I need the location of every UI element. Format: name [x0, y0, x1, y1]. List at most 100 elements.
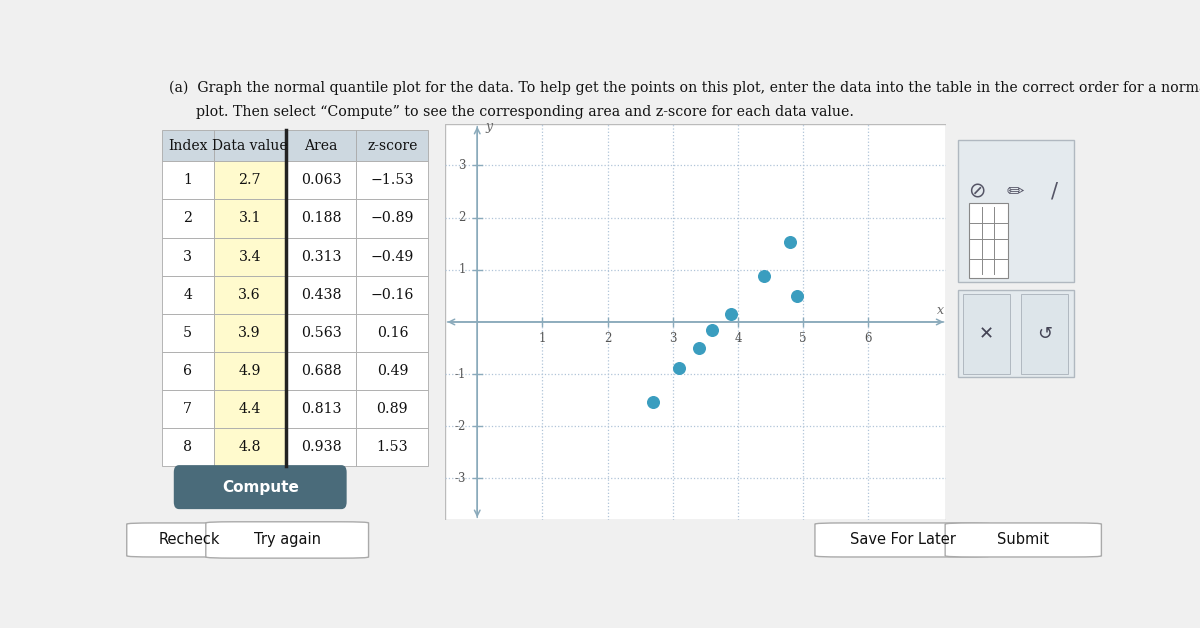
Text: ✏: ✏: [1007, 181, 1025, 201]
Bar: [162, 390, 214, 428]
Text: 5: 5: [799, 332, 806, 345]
Text: 0.438: 0.438: [301, 288, 341, 301]
Text: 0.49: 0.49: [377, 364, 408, 378]
Bar: [356, 352, 428, 390]
Text: -3: -3: [454, 472, 466, 485]
Text: 5: 5: [184, 326, 192, 340]
Bar: [356, 161, 428, 200]
Text: Try again: Try again: [253, 533, 320, 548]
Text: ⊘: ⊘: [968, 181, 985, 201]
Bar: [162, 200, 214, 237]
FancyBboxPatch shape: [815, 523, 991, 557]
Text: 7: 7: [184, 402, 192, 416]
Text: −1.53: −1.53: [371, 173, 414, 187]
FancyBboxPatch shape: [174, 465, 347, 509]
Text: 0.063: 0.063: [301, 173, 341, 187]
Point: [702, 325, 721, 335]
Bar: [958, 290, 1074, 377]
Text: 0.313: 0.313: [301, 249, 341, 264]
FancyBboxPatch shape: [206, 522, 368, 558]
Point: [755, 271, 774, 281]
Bar: [214, 276, 286, 313]
Text: 1: 1: [184, 173, 192, 187]
Bar: [958, 139, 1074, 283]
Text: -2: -2: [454, 420, 466, 433]
Text: 8: 8: [184, 440, 192, 454]
Text: −0.89: −0.89: [371, 212, 414, 225]
Bar: [214, 428, 286, 466]
Text: Data value: Data value: [212, 139, 288, 153]
Bar: [286, 200, 356, 237]
Text: 0.16: 0.16: [377, 326, 408, 340]
Bar: [286, 129, 356, 161]
Text: ↺: ↺: [1037, 325, 1052, 343]
Text: 6: 6: [184, 364, 192, 378]
Text: 0.688: 0.688: [301, 364, 341, 378]
Bar: [356, 313, 428, 352]
Text: -1: -1: [454, 367, 466, 381]
Text: 0.89: 0.89: [377, 402, 408, 416]
Text: 3: 3: [458, 159, 466, 172]
Bar: [286, 237, 356, 276]
Text: 3: 3: [670, 332, 677, 345]
Text: Save For Later: Save For Later: [851, 533, 956, 548]
Point: [780, 237, 799, 247]
Bar: [162, 237, 214, 276]
Text: 3.1: 3.1: [239, 212, 260, 225]
Text: Index: Index: [168, 139, 208, 153]
Point: [689, 342, 708, 352]
Text: 0.813: 0.813: [301, 402, 341, 416]
FancyBboxPatch shape: [946, 523, 1102, 557]
Point: [787, 291, 806, 301]
Point: [670, 364, 689, 374]
Text: 0.188: 0.188: [301, 212, 341, 225]
Text: plot. Then select “Compute” to see the corresponding area and z-score for each d: plot. Then select “Compute” to see the c…: [168, 106, 853, 119]
Text: 1: 1: [539, 332, 546, 345]
Bar: [162, 428, 214, 466]
Bar: [214, 200, 286, 237]
Text: 4: 4: [734, 332, 742, 345]
Text: −0.49: −0.49: [371, 249, 414, 264]
Bar: [445, 124, 947, 520]
Text: 1: 1: [458, 263, 466, 276]
Bar: [286, 276, 356, 313]
Text: 4: 4: [184, 288, 192, 301]
Bar: [214, 352, 286, 390]
Bar: [214, 161, 286, 200]
Text: Recheck: Recheck: [158, 533, 221, 548]
Text: Area: Area: [305, 139, 337, 153]
Bar: [356, 129, 428, 161]
Bar: [286, 352, 356, 390]
FancyBboxPatch shape: [962, 295, 1010, 374]
Bar: [356, 237, 428, 276]
Text: 4.8: 4.8: [239, 440, 260, 454]
Bar: [162, 161, 214, 200]
Text: 2: 2: [184, 212, 192, 225]
Text: Compute: Compute: [222, 480, 299, 495]
Bar: [356, 428, 428, 466]
Point: [643, 397, 662, 407]
Text: (a)  Graph the normal quantile plot for the data. To help get the points on this: (a) Graph the normal quantile plot for t…: [168, 80, 1200, 95]
Text: y: y: [485, 120, 492, 133]
Text: x: x: [937, 304, 943, 317]
Text: Submit: Submit: [997, 533, 1049, 548]
Bar: [356, 200, 428, 237]
Text: 0.938: 0.938: [301, 440, 341, 454]
Text: z-score: z-score: [367, 139, 418, 153]
FancyBboxPatch shape: [970, 203, 1008, 278]
Text: −0.16: −0.16: [371, 288, 414, 301]
Bar: [162, 313, 214, 352]
Bar: [286, 428, 356, 466]
Text: 2: 2: [604, 332, 611, 345]
Bar: [356, 390, 428, 428]
FancyBboxPatch shape: [127, 523, 252, 557]
Bar: [356, 276, 428, 313]
Text: 2.7: 2.7: [239, 173, 260, 187]
Text: /: /: [1051, 181, 1057, 201]
Text: 0.563: 0.563: [301, 326, 342, 340]
Bar: [214, 313, 286, 352]
Text: 1.53: 1.53: [377, 440, 408, 454]
Bar: [214, 390, 286, 428]
Text: 3.6: 3.6: [239, 288, 260, 301]
Text: 4.4: 4.4: [239, 402, 260, 416]
